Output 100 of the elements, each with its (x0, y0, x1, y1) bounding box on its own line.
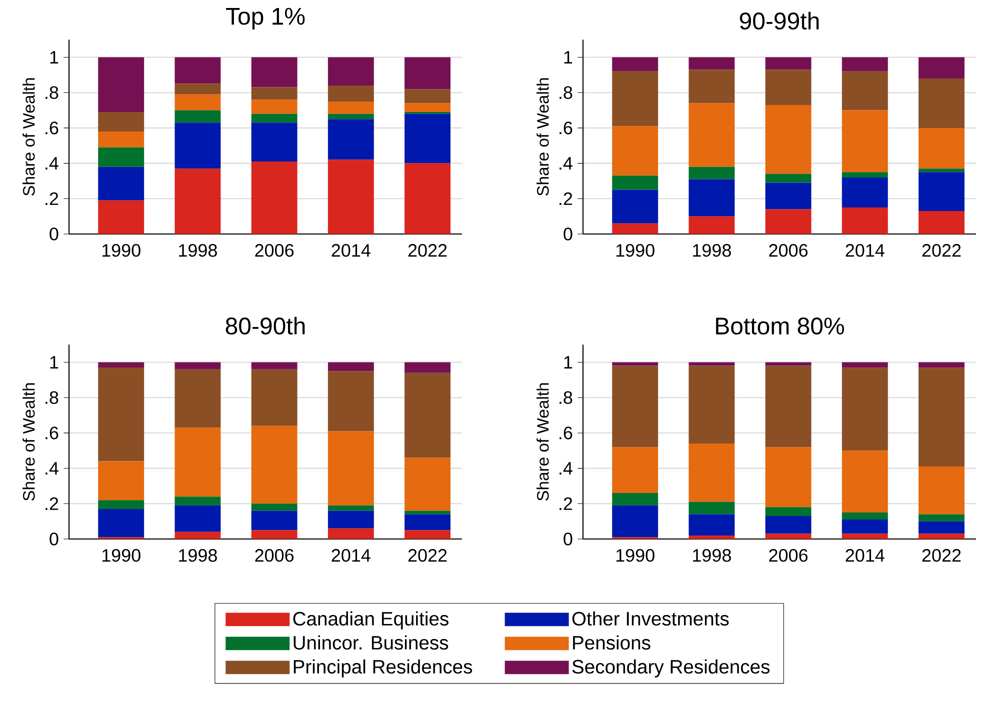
bar (174, 369, 221, 428)
bar (765, 174, 812, 183)
y-axis-title: Share of Wealth (22, 78, 35, 196)
bar (765, 182, 812, 210)
y-tick-label: 1 (564, 51, 572, 64)
bar (918, 514, 964, 522)
bar (918, 128, 964, 169)
y-tick-label: 1 (564, 356, 572, 368)
bar (765, 366, 812, 448)
bar (251, 504, 298, 511)
bar (842, 520, 888, 534)
bar (688, 502, 735, 514)
bar (918, 521, 964, 534)
y-tick-label: .4 (560, 157, 572, 170)
legend-label: Pensions (573, 635, 650, 650)
bar (765, 516, 812, 534)
bar (174, 122, 221, 169)
bar (842, 110, 888, 172)
bar (98, 166, 144, 200)
bar (918, 466, 964, 514)
bar (98, 500, 144, 509)
bar (174, 505, 221, 532)
bar (918, 78, 964, 128)
bar (404, 372, 451, 458)
bar (842, 172, 888, 178)
bar (251, 114, 298, 123)
bar (328, 505, 374, 511)
bar (404, 57, 451, 90)
bar (174, 110, 221, 123)
y-tick-label: .4 (560, 462, 572, 474)
bar (328, 101, 374, 114)
bar (688, 535, 735, 539)
bar (765, 209, 812, 234)
x-tick-label: 1990 (102, 549, 140, 562)
bar (765, 104, 812, 174)
bar (842, 450, 888, 512)
bar (98, 508, 144, 538)
legend-label: Canadian Equities (293, 611, 448, 630)
bar (918, 362, 964, 368)
bar (251, 510, 298, 530)
bar (174, 57, 221, 84)
bar (328, 57, 374, 86)
legend-label: Secondary Residences (572, 659, 770, 678)
x-tick-label: 2022 (408, 244, 447, 257)
chart-title: 80-90th (226, 316, 305, 335)
bar (404, 163, 451, 234)
bar (765, 362, 812, 366)
bar (842, 362, 888, 368)
y-tick-label: 1 (50, 51, 58, 64)
y-tick-label: .4 (46, 462, 58, 474)
bar (251, 162, 298, 234)
y-tick-label: .4 (46, 157, 58, 170)
x-tick-label: 2006 (255, 549, 294, 562)
bar (688, 70, 735, 104)
bar (765, 447, 812, 508)
legend-label: Other Investments (572, 611, 729, 626)
y-tick-label: .2 (560, 192, 572, 205)
bar (404, 458, 451, 511)
bar (688, 179, 735, 216)
bar (404, 89, 451, 104)
y-tick-label: .6 (560, 426, 572, 440)
bar (328, 431, 374, 506)
bar (688, 103, 735, 167)
bar (251, 369, 298, 426)
y-tick-label: .8 (46, 86, 58, 99)
bar (842, 534, 888, 539)
bar (688, 444, 735, 502)
x-tick-label: 1998 (693, 549, 731, 562)
x-tick-label: 2006 (255, 244, 294, 257)
x-tick-label: 2006 (769, 549, 808, 562)
bar (688, 57, 735, 70)
bar (612, 223, 658, 234)
bar (251, 530, 298, 539)
bar (98, 200, 144, 234)
bar (688, 216, 735, 234)
bar (251, 122, 298, 162)
bar (98, 57, 144, 112)
bar (688, 366, 735, 444)
bar (842, 57, 888, 72)
bar (765, 70, 812, 105)
bar (918, 172, 964, 212)
bar (842, 177, 888, 208)
y-tick-label: .8 (560, 86, 572, 99)
bar (612, 362, 658, 366)
x-tick-label: 2014 (846, 549, 884, 562)
legend-label: Unincor. Business (294, 635, 448, 650)
bar (98, 368, 144, 462)
bar (174, 84, 221, 94)
bar (174, 428, 221, 497)
bar (612, 366, 658, 448)
y-tick-label: .2 (46, 192, 58, 205)
bar (174, 496, 221, 506)
bar (765, 507, 812, 516)
x-tick-label: 2014 (332, 244, 370, 257)
y-tick-label: 0 (50, 532, 58, 546)
bar (612, 126, 658, 176)
bar (404, 514, 451, 530)
y-tick-label: .6 (560, 122, 572, 134)
bar (98, 461, 144, 500)
bar (328, 510, 374, 528)
